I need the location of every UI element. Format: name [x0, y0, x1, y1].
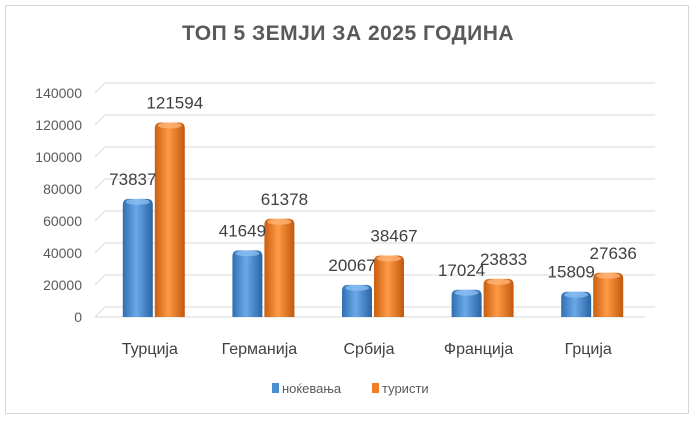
data-label: 61378 [261, 190, 308, 209]
bar-cap [235, 250, 260, 257]
chart-title: ТОП 5 ЗЕМЈИ ЗА 2025 ГОДИНА [181, 22, 515, 45]
y-tick-label: 80000 [43, 181, 82, 197]
y-tick-label: 120000 [35, 117, 82, 133]
y-tick-label: 60000 [43, 213, 82, 229]
bar-туристи [264, 218, 295, 317]
bar-туристи [483, 278, 514, 317]
legend-swatch [372, 383, 379, 393]
category-label: Франција [444, 341, 513, 358]
bar-cap [377, 255, 401, 262]
bar-ноќевања [342, 284, 372, 317]
y-tick-label: 20000 [43, 277, 82, 293]
y-tick-label: 0 [74, 309, 82, 325]
data-label: 17024 [438, 261, 485, 280]
bar-cap [157, 122, 182, 129]
data-label: 41649 [219, 221, 266, 240]
gridline-depth [94, 146, 106, 158]
legend-label: ноќевања [282, 381, 342, 396]
y-tick-label: 100000 [35, 149, 82, 165]
bar-ноќевања [232, 250, 263, 317]
bar-cap [267, 218, 292, 225]
gridline-depth [94, 114, 106, 126]
chart-frame [5, 5, 689, 414]
bar-ноќевања [561, 291, 592, 317]
data-label: 73837 [109, 170, 156, 189]
gridline-depth [94, 210, 106, 222]
bar-ноќевања [122, 198, 153, 317]
bar-cap [454, 289, 479, 296]
gridline-depth [94, 242, 106, 254]
gridline-depth [94, 82, 106, 94]
data-label: 121594 [146, 93, 203, 112]
bar-cap [125, 198, 150, 205]
gridline-depth [94, 178, 106, 190]
legend-swatch [272, 383, 279, 393]
data-label: 27636 [590, 244, 637, 263]
category-label: Германија [222, 341, 298, 358]
data-label: 38467 [370, 226, 417, 245]
y-tick-label: 140000 [35, 85, 82, 101]
data-label: 15809 [548, 263, 595, 282]
bar-cap [345, 284, 369, 291]
y-tick-label: 40000 [43, 245, 82, 261]
bar-ноќевања [451, 289, 482, 317]
bar-cap [596, 272, 621, 279]
bar-туристи [154, 122, 185, 317]
bar-туристи [593, 272, 624, 317]
legend-label: туристи [382, 381, 429, 396]
bar-cap [486, 278, 511, 285]
bar-cap [564, 291, 589, 298]
gridline-depth [94, 274, 106, 286]
category-label: Србија [343, 341, 394, 358]
category-label: Турција [122, 341, 178, 358]
category-label: Грција [565, 341, 612, 358]
bar-туристи [374, 255, 404, 317]
data-label: 20067 [328, 256, 375, 275]
gridline-depth [94, 306, 106, 318]
data-label: 23833 [480, 250, 527, 269]
